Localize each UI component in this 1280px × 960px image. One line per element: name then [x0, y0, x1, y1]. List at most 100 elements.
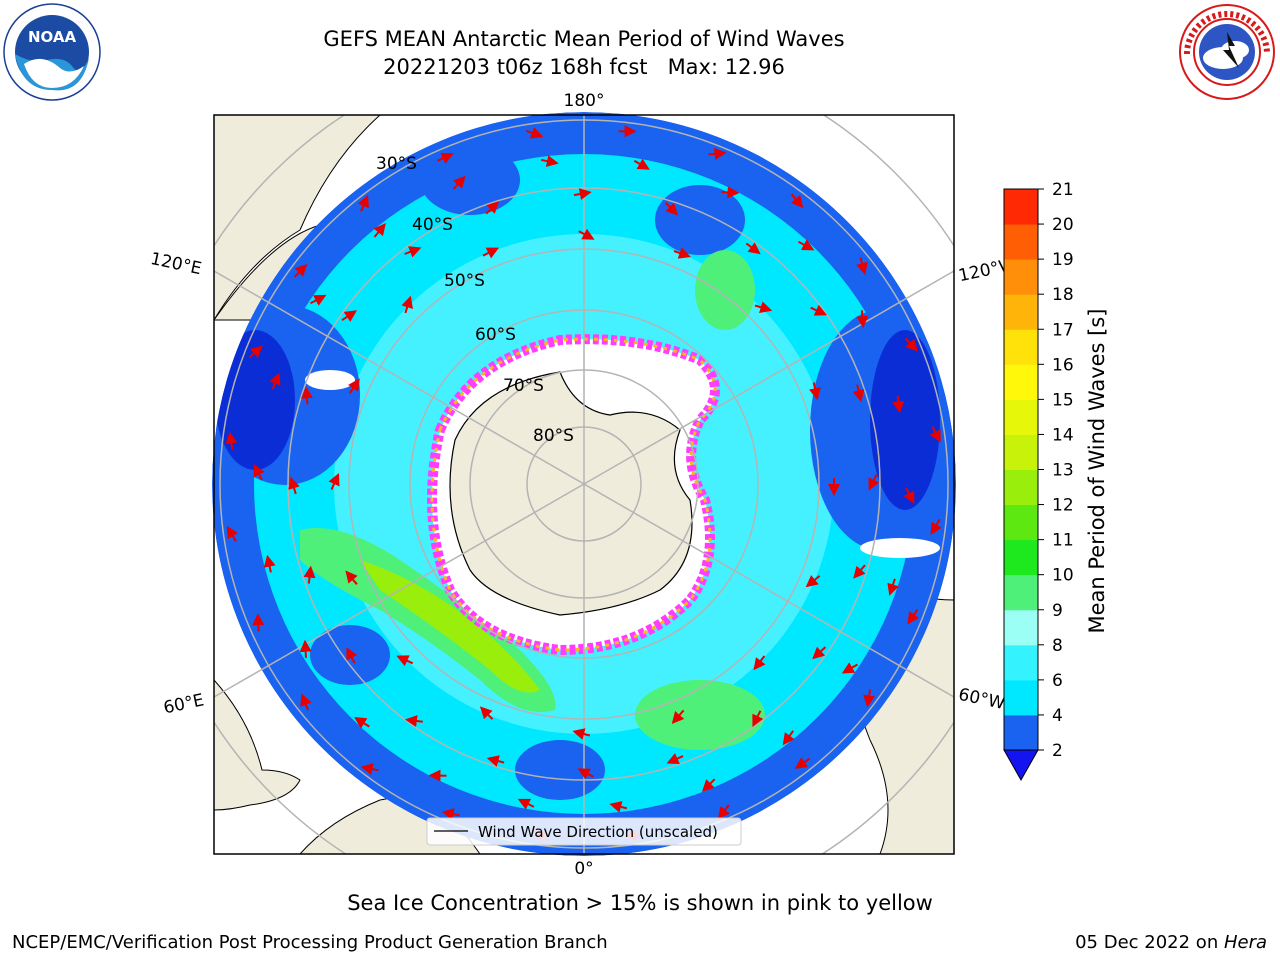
wind-arrow [252, 613, 265, 632]
wind-arrow [345, 570, 358, 585]
wind-arrow [482, 247, 500, 259]
wind-arrow [852, 384, 865, 403]
wind-arrow [341, 310, 358, 322]
noaa-logo: NOAA [3, 3, 101, 101]
wind-arrow [577, 768, 594, 780]
wind-arrow [300, 386, 313, 405]
wind-arrow [226, 525, 239, 542]
wind-arrow [805, 575, 821, 588]
wind-arrow [754, 301, 773, 313]
footer-date: 05 Dec 2022 on Hera [1075, 932, 1267, 953]
colorbar-tick-label: 13 [1052, 461, 1074, 481]
wind-arrow [664, 201, 679, 216]
wind-arrow [310, 294, 327, 306]
colorbar-segment [1004, 364, 1038, 400]
colorbar-segment [1004, 329, 1038, 365]
wind-arrow [373, 223, 386, 238]
wind-arrow [809, 382, 821, 401]
colorbar: 2 4 6 8 9 10 11 12 13 14 15 16 17 18 19 20 21 [1003, 180, 1074, 782]
map-legend: Wind Wave Direction (unscaled) [426, 817, 742, 846]
lat-label-80s: 80°S [533, 426, 574, 446]
colorbar-tick-label: 4 [1052, 706, 1063, 726]
wind-arrow [357, 194, 369, 212]
colorbar-tick-label: 9 [1052, 601, 1063, 621]
wind-arrow [360, 763, 379, 775]
wind-arrow [517, 798, 535, 810]
colorbar-segment [1004, 399, 1038, 435]
chart-title: GEFS MEAN Antarctic Mean Period of Wind … [323, 27, 845, 51]
wind-arrow [794, 757, 811, 769]
wind-arrow [479, 706, 494, 720]
nws-logo [1179, 4, 1275, 100]
chart-subtitle: 20221203 t06z 168h fcst Max: 12.96 [383, 55, 785, 79]
colorbar-segment [1004, 714, 1038, 751]
wind-arrow [930, 518, 942, 535]
footer-machine: Hera [1223, 932, 1267, 953]
lon-label-0: 0° [574, 859, 593, 879]
wind-arrow [401, 295, 413, 314]
wind-arrow [790, 193, 804, 209]
wind-arrow [303, 565, 316, 584]
colorbar-segment [1004, 434, 1038, 470]
colorbar-tick-label: 21 [1052, 180, 1074, 200]
wind-arrow [856, 257, 868, 275]
wind-arrow [288, 476, 300, 495]
lon-label-60e: 60°E [162, 690, 206, 718]
wind-arrow [248, 345, 263, 359]
wind-arrow [404, 715, 423, 728]
wind-arrow [300, 693, 312, 711]
graticule [214, 115, 954, 854]
wind-arrow [293, 264, 308, 278]
colorbar-segment [1004, 644, 1038, 681]
wind-arrow [798, 239, 815, 251]
colorbar-tick-label: 11 [1052, 531, 1074, 551]
wind-arrow [810, 304, 828, 316]
colorbar-tick-label: 19 [1052, 250, 1074, 270]
wind-arrow [841, 662, 858, 674]
wind-arrow [253, 463, 265, 481]
wind-arrow [225, 431, 238, 450]
colorbar-tick-label: 16 [1052, 355, 1074, 375]
colorbar-segment [1004, 609, 1038, 646]
lat-label-50s: 50°S [444, 271, 485, 291]
wind-arrow [263, 554, 276, 573]
wind-arrow [863, 689, 876, 708]
wind-arrow [868, 474, 880, 491]
wind-arrow [578, 228, 595, 240]
wind-arrow [673, 247, 691, 259]
lat-label-40s: 40°S [412, 215, 453, 235]
footer-date-text: 05 Dec 2022 on [1075, 932, 1224, 953]
wind-arrow [609, 801, 628, 813]
wind-arrow [892, 395, 905, 414]
colorbar-tick-label: 8 [1052, 636, 1063, 656]
wind-arrow [671, 709, 685, 725]
lat-label-70s: 70°S [503, 376, 544, 396]
wind-arrow [346, 647, 358, 664]
colorbar-tick-label: 15 [1052, 390, 1074, 410]
wind-arrow [907, 608, 920, 625]
map-frame [213, 114, 955, 855]
colorbar-tick-label: 12 [1052, 496, 1074, 516]
wind-arrow [573, 188, 592, 200]
wind-arrow [856, 310, 869, 329]
wind-arrow [452, 175, 466, 190]
madagascar-region [214, 679, 301, 811]
wind-arrow [633, 158, 650, 170]
wind-arrow [404, 246, 422, 258]
noaa-logo-text: NOAA [28, 28, 77, 46]
wind-arrow [745, 242, 761, 255]
wind-arrow [348, 378, 360, 394]
antarctica [427, 334, 720, 656]
colorbar-tick-label: 10 [1052, 566, 1074, 586]
colorbar-segment [1004, 679, 1038, 716]
wind-arrow [752, 710, 764, 727]
lat-label-30s: 30°S [376, 154, 417, 174]
wind-arrow [441, 808, 460, 821]
wind-arrow [269, 372, 281, 390]
wind-arrow [396, 655, 414, 667]
wind-arrow [485, 201, 500, 215]
colorbar-segment [1004, 539, 1038, 576]
wind-arrow [701, 778, 716, 792]
lon-label-120e: 120°E [149, 249, 204, 279]
